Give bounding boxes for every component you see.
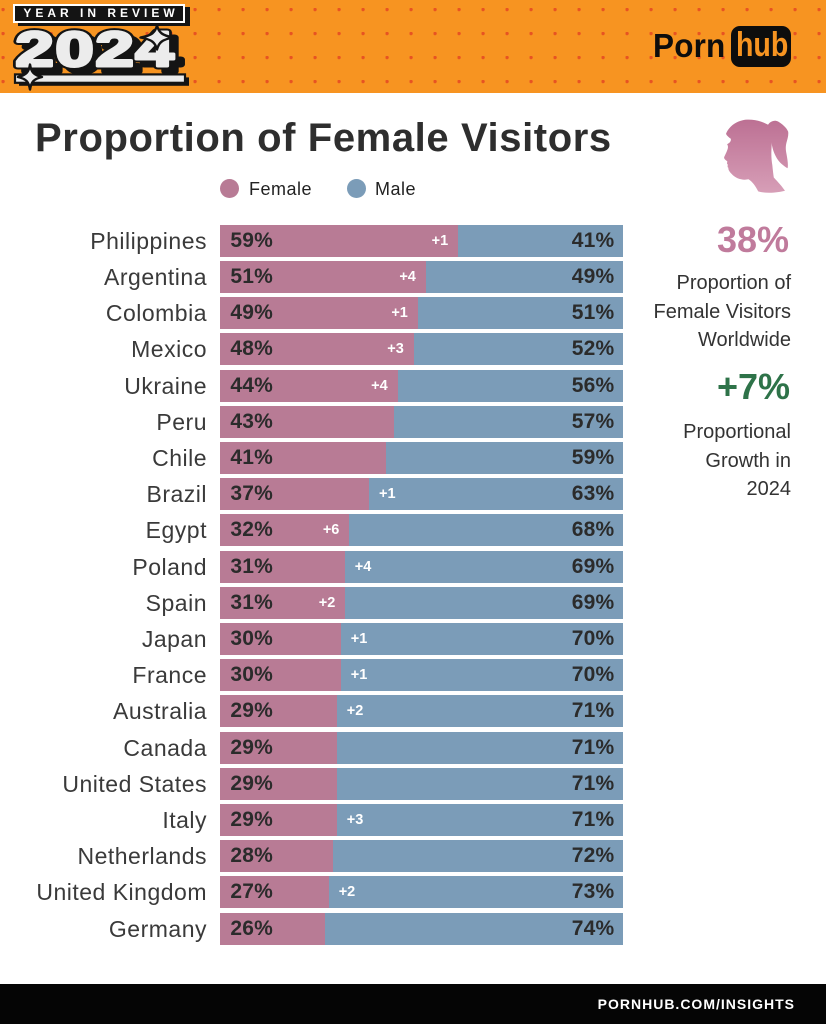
svg-text:2024: 2024 <box>16 22 176 77</box>
svg-text:2024: 2024 <box>16 22 176 77</box>
